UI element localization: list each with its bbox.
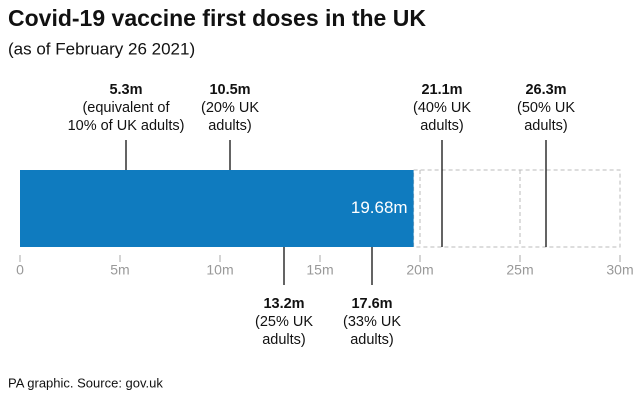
annotation-label: 21.1m <box>421 82 462 98</box>
chart-subtitle: (as of February 26 2021) <box>8 39 195 58</box>
annotation-label: 17.6m <box>351 296 392 312</box>
value-label: 19.68m <box>351 198 408 217</box>
bar <box>20 170 414 247</box>
annotation-label: 26.3m <box>525 82 566 98</box>
annotation-label: 5.3m <box>109 82 142 98</box>
annotation-note: (33% UK <box>343 314 401 330</box>
annotation-label: 13.2m <box>263 296 304 312</box>
annotation-note: adults) <box>524 118 568 134</box>
x-tick-label: 0 <box>16 262 24 278</box>
source: PA graphic. Source: gov.uk <box>8 375 163 390</box>
annotation-note: (25% UK <box>255 314 313 330</box>
annotation-note: (20% UK <box>201 100 259 116</box>
x-tick-label: 5m <box>110 262 129 278</box>
annotation-note: (equivalent of <box>82 100 170 116</box>
x-tick-label: 20m <box>406 262 433 278</box>
target-outline <box>413 169 621 248</box>
x-tick-label: 10m <box>206 262 233 278</box>
x-tick-label: 15m <box>306 262 333 278</box>
annotation-note: adults) <box>350 332 394 348</box>
annotation-note: (50% UK <box>517 100 575 116</box>
chart-title: Covid-19 vaccine first doses in the UK <box>8 5 426 31</box>
annotation-note: adults) <box>262 332 306 348</box>
annotation-note: 10% of UK adults) <box>68 118 185 134</box>
x-tick-label: 25m <box>506 262 533 278</box>
annotation-note: adults) <box>420 118 464 134</box>
annotation-note: adults) <box>208 118 252 134</box>
annotation-note: (40% UK <box>413 100 471 116</box>
x-tick-label: 30m <box>606 262 633 278</box>
annotation-label: 10.5m <box>209 82 250 98</box>
